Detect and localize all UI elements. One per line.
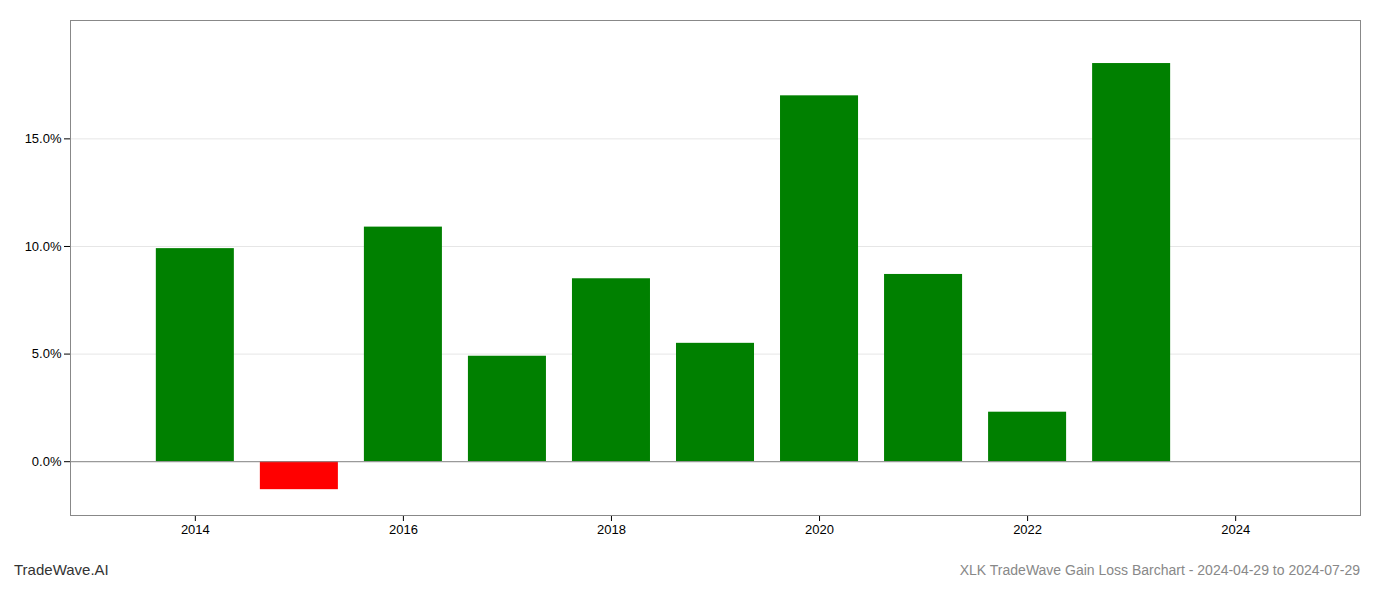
- html-text:XLK TradeWave Gain Loss Barcha: XLK TradeWave Gain Loss Barchart - 2024-…: [959, 562, 1360, 578]
- svg-text:2018: 2018: [597, 522, 626, 537]
- svg-text:2020: 2020: [805, 522, 834, 537]
- svg-text:2024: 2024: [1221, 522, 1250, 537]
- html-text:TradeWave.AI: TradeWave.AI: [14, 561, 109, 578]
- svg-text:10.0%: 10.0%: [25, 239, 62, 254]
- svg-text:0.0%: 0.0%: [32, 454, 62, 469]
- svg-text:2022: 2022: [1013, 522, 1042, 537]
- svg-text:5.0%: 5.0%: [32, 346, 62, 361]
- svg-text:2014: 2014: [181, 522, 210, 537]
- svg-text:2016: 2016: [389, 522, 418, 537]
- svg-text:15.0%: 15.0%: [25, 131, 62, 146]
